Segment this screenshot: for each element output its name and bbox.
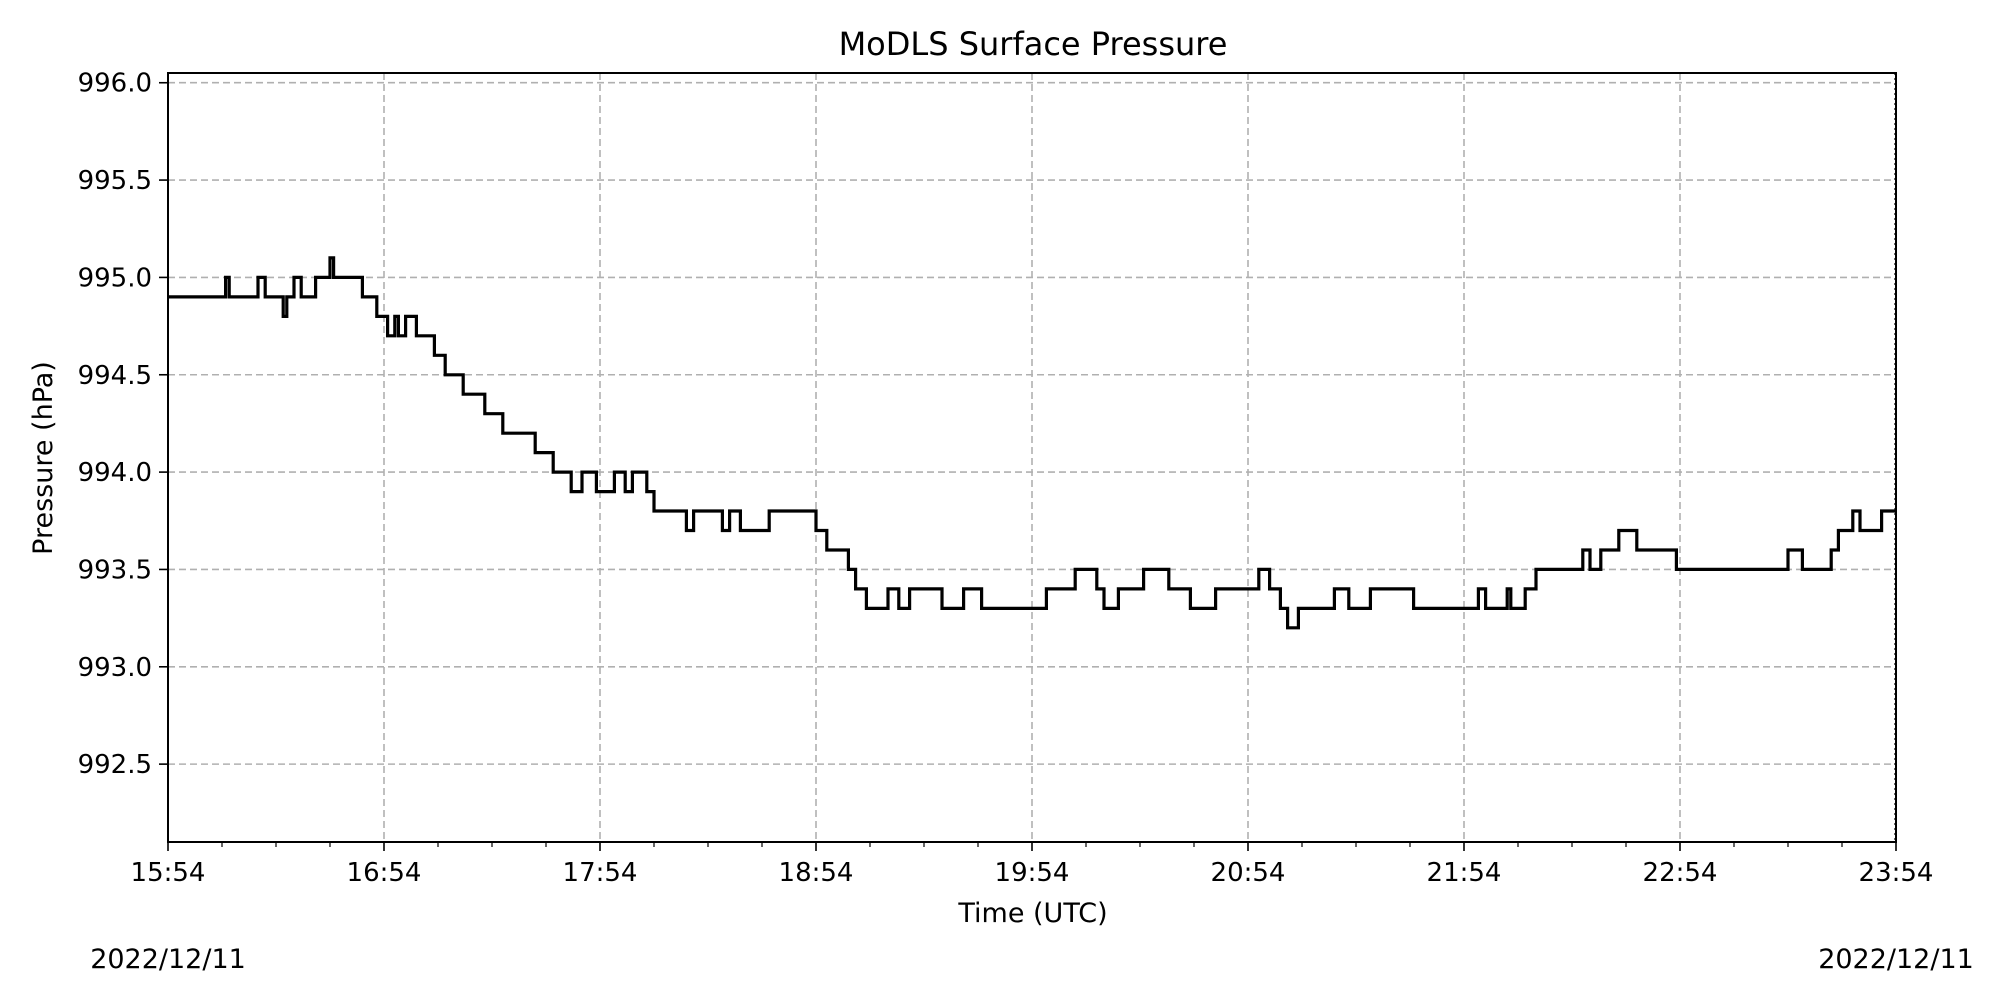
y-tick-label: 996.0: [78, 69, 152, 99]
x-tick-label: 18:54: [779, 858, 854, 888]
y-tick-label: 995.0: [78, 263, 152, 293]
x-axis-label: Time (UTC): [957, 898, 1107, 929]
pressure-series-line: [168, 256, 1896, 630]
ticks: [159, 81, 1897, 851]
x-tick-label: 23:54: [1859, 858, 1934, 888]
x-tick-label: 19:54: [995, 858, 1070, 888]
x-tick-label: 20:54: [1211, 858, 1286, 888]
y-tick-label: 994.5: [78, 361, 152, 391]
date-label-right: 2022/12/11: [1818, 944, 1974, 975]
date-label-left: 2022/12/11: [90, 944, 246, 975]
y-tick-label: 993.0: [78, 653, 152, 683]
chart-title: MoDLS Surface Pressure: [839, 25, 1228, 63]
x-tick-label: 22:54: [1643, 858, 1718, 888]
x-tick-label: 17:54: [563, 858, 638, 888]
y-tick-label: 994.0: [78, 458, 152, 488]
y-tick-label: 992.5: [78, 750, 152, 780]
x-tick-label: 15:54: [131, 858, 206, 888]
x-tick-label: 21:54: [1427, 858, 1502, 888]
y-axis-label: Pressure (hPa): [28, 361, 59, 555]
x-tick-label: 16:54: [347, 858, 422, 888]
y-tick-label: 995.5: [78, 166, 152, 196]
y-tick-label: 993.5: [78, 555, 152, 585]
series-layer: [168, 256, 1896, 630]
